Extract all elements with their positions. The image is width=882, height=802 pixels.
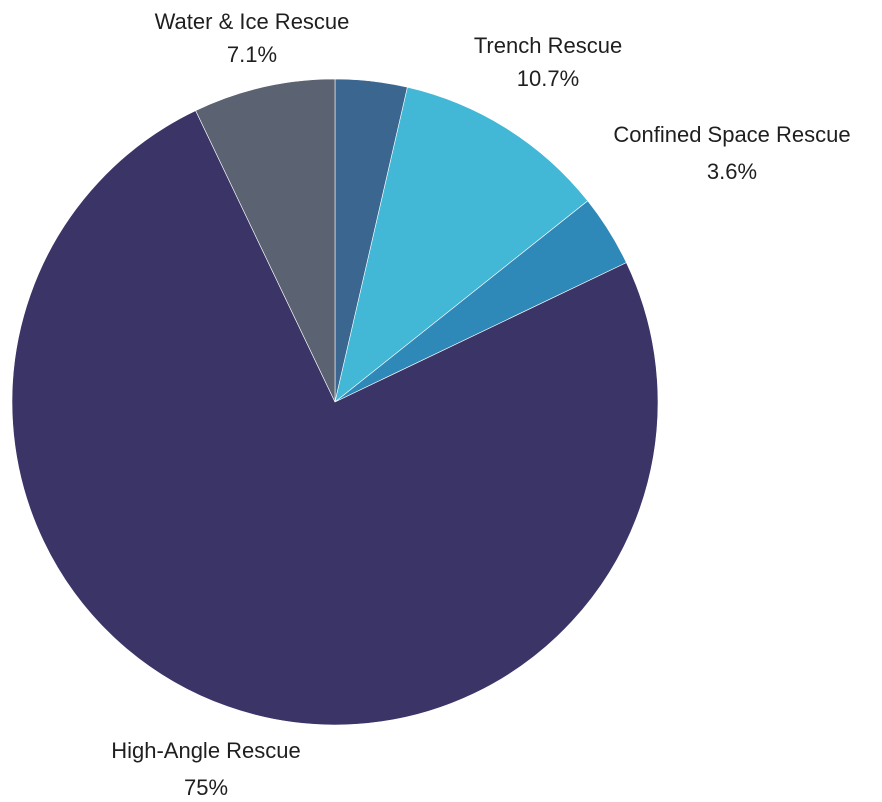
- pie-slice-trench-rescue: [334, 86, 589, 403]
- slice-label-high-angle-rescue: High-Angle Rescue: [111, 738, 301, 763]
- slice-label-trench-rescue: Trench Rescue: [474, 33, 622, 58]
- slice-value-water-ice-rescue: 7.1%: [227, 42, 277, 67]
- pie-slice-water-ice-rescue: [195, 78, 336, 403]
- slice-value-confined-space-rescue: 3.6%: [707, 159, 757, 184]
- slice-label-confined-space-rescue: Confined Space Rescue: [613, 122, 850, 147]
- slice-label-water-ice-rescue: Water & Ice Rescue: [155, 9, 350, 34]
- pie-slice-high-angle-rescue: [11, 110, 659, 726]
- pie-slices: [11, 78, 659, 726]
- slice-value-high-angle-rescue: 75%: [184, 775, 228, 800]
- pie-labels: Trench Rescue 10.7% Confined Space Rescu…: [111, 9, 850, 800]
- slice-value-trench-rescue: 10.7%: [517, 66, 579, 91]
